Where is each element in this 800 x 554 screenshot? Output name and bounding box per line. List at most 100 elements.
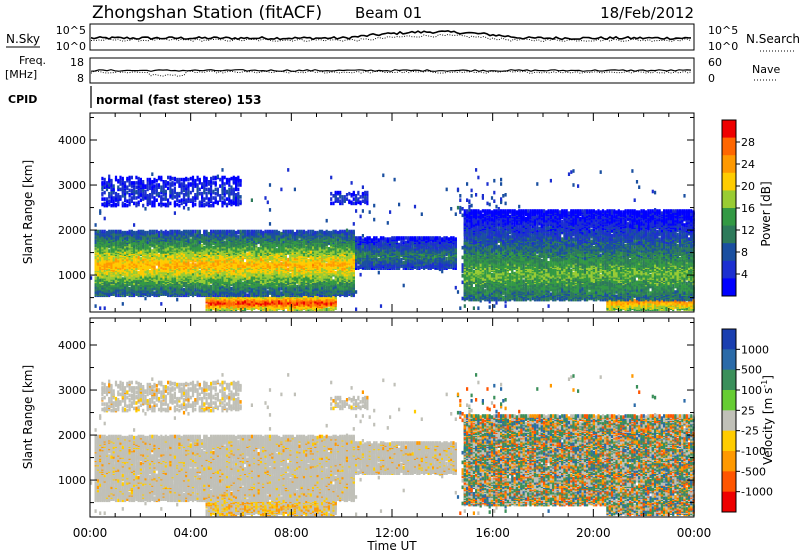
power-cell [158,176,160,180]
power-cell [122,241,124,245]
nave-bottom-tick: 0 [708,72,715,85]
power-cell [230,192,232,196]
power-cell [110,204,112,208]
power-cell [106,231,108,235]
power-cell [210,204,212,208]
power-cell [210,285,212,289]
power-cell [140,193,142,197]
power-cell [113,188,115,192]
power-cell [113,201,115,205]
power-cell [176,198,178,202]
power-cell [185,235,187,239]
power-cell [140,257,142,261]
power-cell [226,197,228,201]
power-cell [194,193,196,197]
power-cell [133,294,135,298]
power-cell [228,178,230,182]
cpid-value: normal (fast stereo) 153 [96,93,262,107]
power-cell [226,308,228,312]
power-cell [138,256,140,260]
power-cell [197,237,199,241]
power-cell [144,184,146,188]
power-cell [190,198,192,202]
power-cell [122,194,124,198]
freq-trace [91,70,691,72]
power-cell [183,254,185,258]
power-cell [151,195,153,199]
power-cell [163,203,165,207]
power-cell [142,192,144,196]
power-cell [178,230,180,234]
power-cell [138,271,140,275]
power-cell [237,201,239,205]
power-cell [187,182,189,186]
power-cell [153,184,155,188]
nsky-label: N.Sky [6,32,40,46]
power-cell [190,177,192,181]
power-cell [224,176,226,180]
power-cell [144,231,146,235]
power-cell [158,254,160,258]
power-cell [183,247,185,251]
power-cell [194,233,196,237]
power-cell [104,197,106,201]
power-cell [165,190,167,194]
power-cell [206,236,208,240]
power-cell [219,178,221,182]
power-cell [106,201,108,205]
power-cell [221,176,223,180]
power-cell [221,276,223,280]
power-cell [240,195,242,199]
power-cell [174,277,176,281]
power-cell [208,191,210,195]
power-cell [169,194,171,198]
power-cell [133,231,135,235]
power-cell [221,264,223,268]
power-cell [117,294,119,298]
power-cell [101,197,103,201]
power-cell [122,202,124,206]
power-cell [99,230,101,234]
power-cell [163,197,165,201]
power-cell [131,189,133,193]
power-cell [233,260,235,264]
nsearch-bottom-tick: 10^0 [708,40,738,53]
power-cell [104,181,106,185]
power-cell [194,274,196,278]
power-cell [237,235,239,239]
power-cell [224,187,226,191]
power-cell [101,192,103,196]
power-cell [110,183,112,187]
power-cell [201,234,203,238]
power-cell [126,231,128,235]
power-cell [122,177,124,181]
power-cell [219,198,221,202]
power-cell [119,188,121,192]
power-cell [240,179,242,183]
power-cell [233,196,235,200]
power-cell [237,192,239,196]
power-cell [208,232,210,236]
power-cell [140,189,142,193]
power-cell [122,283,124,287]
power-cell [158,192,160,196]
power-cell [106,181,108,185]
power-cell [131,184,133,188]
power-cell [228,188,230,192]
power-cell [151,230,153,234]
power-cell [153,291,155,295]
power-cell [192,184,194,188]
power-cell [172,192,174,196]
power-cell [158,231,160,235]
power-cell [108,178,110,182]
power-cell [147,241,149,245]
power-cell [135,271,137,275]
power-cell [106,197,108,201]
power-cell [178,204,180,208]
power-cell [115,203,117,207]
power-cell [221,184,223,188]
power-cell [233,176,235,180]
power-cell [197,191,199,195]
power-cell [151,201,153,205]
power-cell [119,230,121,234]
